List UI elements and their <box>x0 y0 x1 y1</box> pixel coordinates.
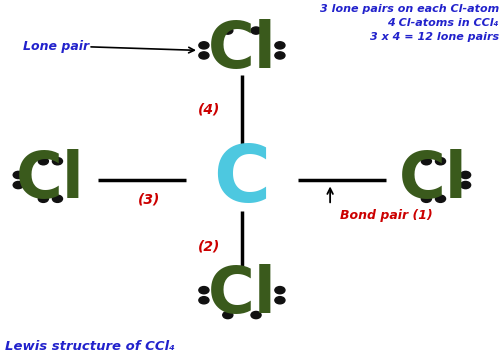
Circle shape <box>13 171 23 179</box>
Text: (3): (3) <box>138 193 160 207</box>
Circle shape <box>275 52 285 59</box>
Text: Lone pair: Lone pair <box>23 40 89 53</box>
Circle shape <box>435 195 446 202</box>
Text: Cl: Cl <box>208 19 276 81</box>
Circle shape <box>275 287 285 294</box>
Text: (4): (4) <box>198 103 220 117</box>
Circle shape <box>421 195 431 202</box>
Text: Lewis structure of CCl₄: Lewis structure of CCl₄ <box>5 340 175 353</box>
Circle shape <box>461 171 471 179</box>
Text: (2): (2) <box>198 240 220 253</box>
Text: Bond pair (1): Bond pair (1) <box>340 209 433 222</box>
Circle shape <box>199 287 209 294</box>
Text: Cl: Cl <box>16 149 85 211</box>
Circle shape <box>52 158 62 165</box>
Circle shape <box>461 181 471 189</box>
Circle shape <box>38 158 48 165</box>
Circle shape <box>223 311 233 319</box>
Circle shape <box>13 181 23 189</box>
Text: Cl: Cl <box>399 149 468 211</box>
Circle shape <box>421 158 431 165</box>
Circle shape <box>199 42 209 49</box>
Circle shape <box>223 27 233 34</box>
Text: 3 lone pairs on each Cl-atom
4 Cl-atoms in CCl₄
3 x 4 = 12 lone pairs: 3 lone pairs on each Cl-atom 4 Cl-atoms … <box>320 4 499 42</box>
Circle shape <box>435 158 446 165</box>
Circle shape <box>275 42 285 49</box>
Circle shape <box>199 52 209 59</box>
Circle shape <box>52 195 62 202</box>
Text: Cl: Cl <box>208 264 276 326</box>
Circle shape <box>251 311 261 319</box>
Circle shape <box>38 195 48 202</box>
Text: C: C <box>213 142 271 218</box>
Circle shape <box>199 297 209 304</box>
Circle shape <box>251 27 261 34</box>
Circle shape <box>275 297 285 304</box>
